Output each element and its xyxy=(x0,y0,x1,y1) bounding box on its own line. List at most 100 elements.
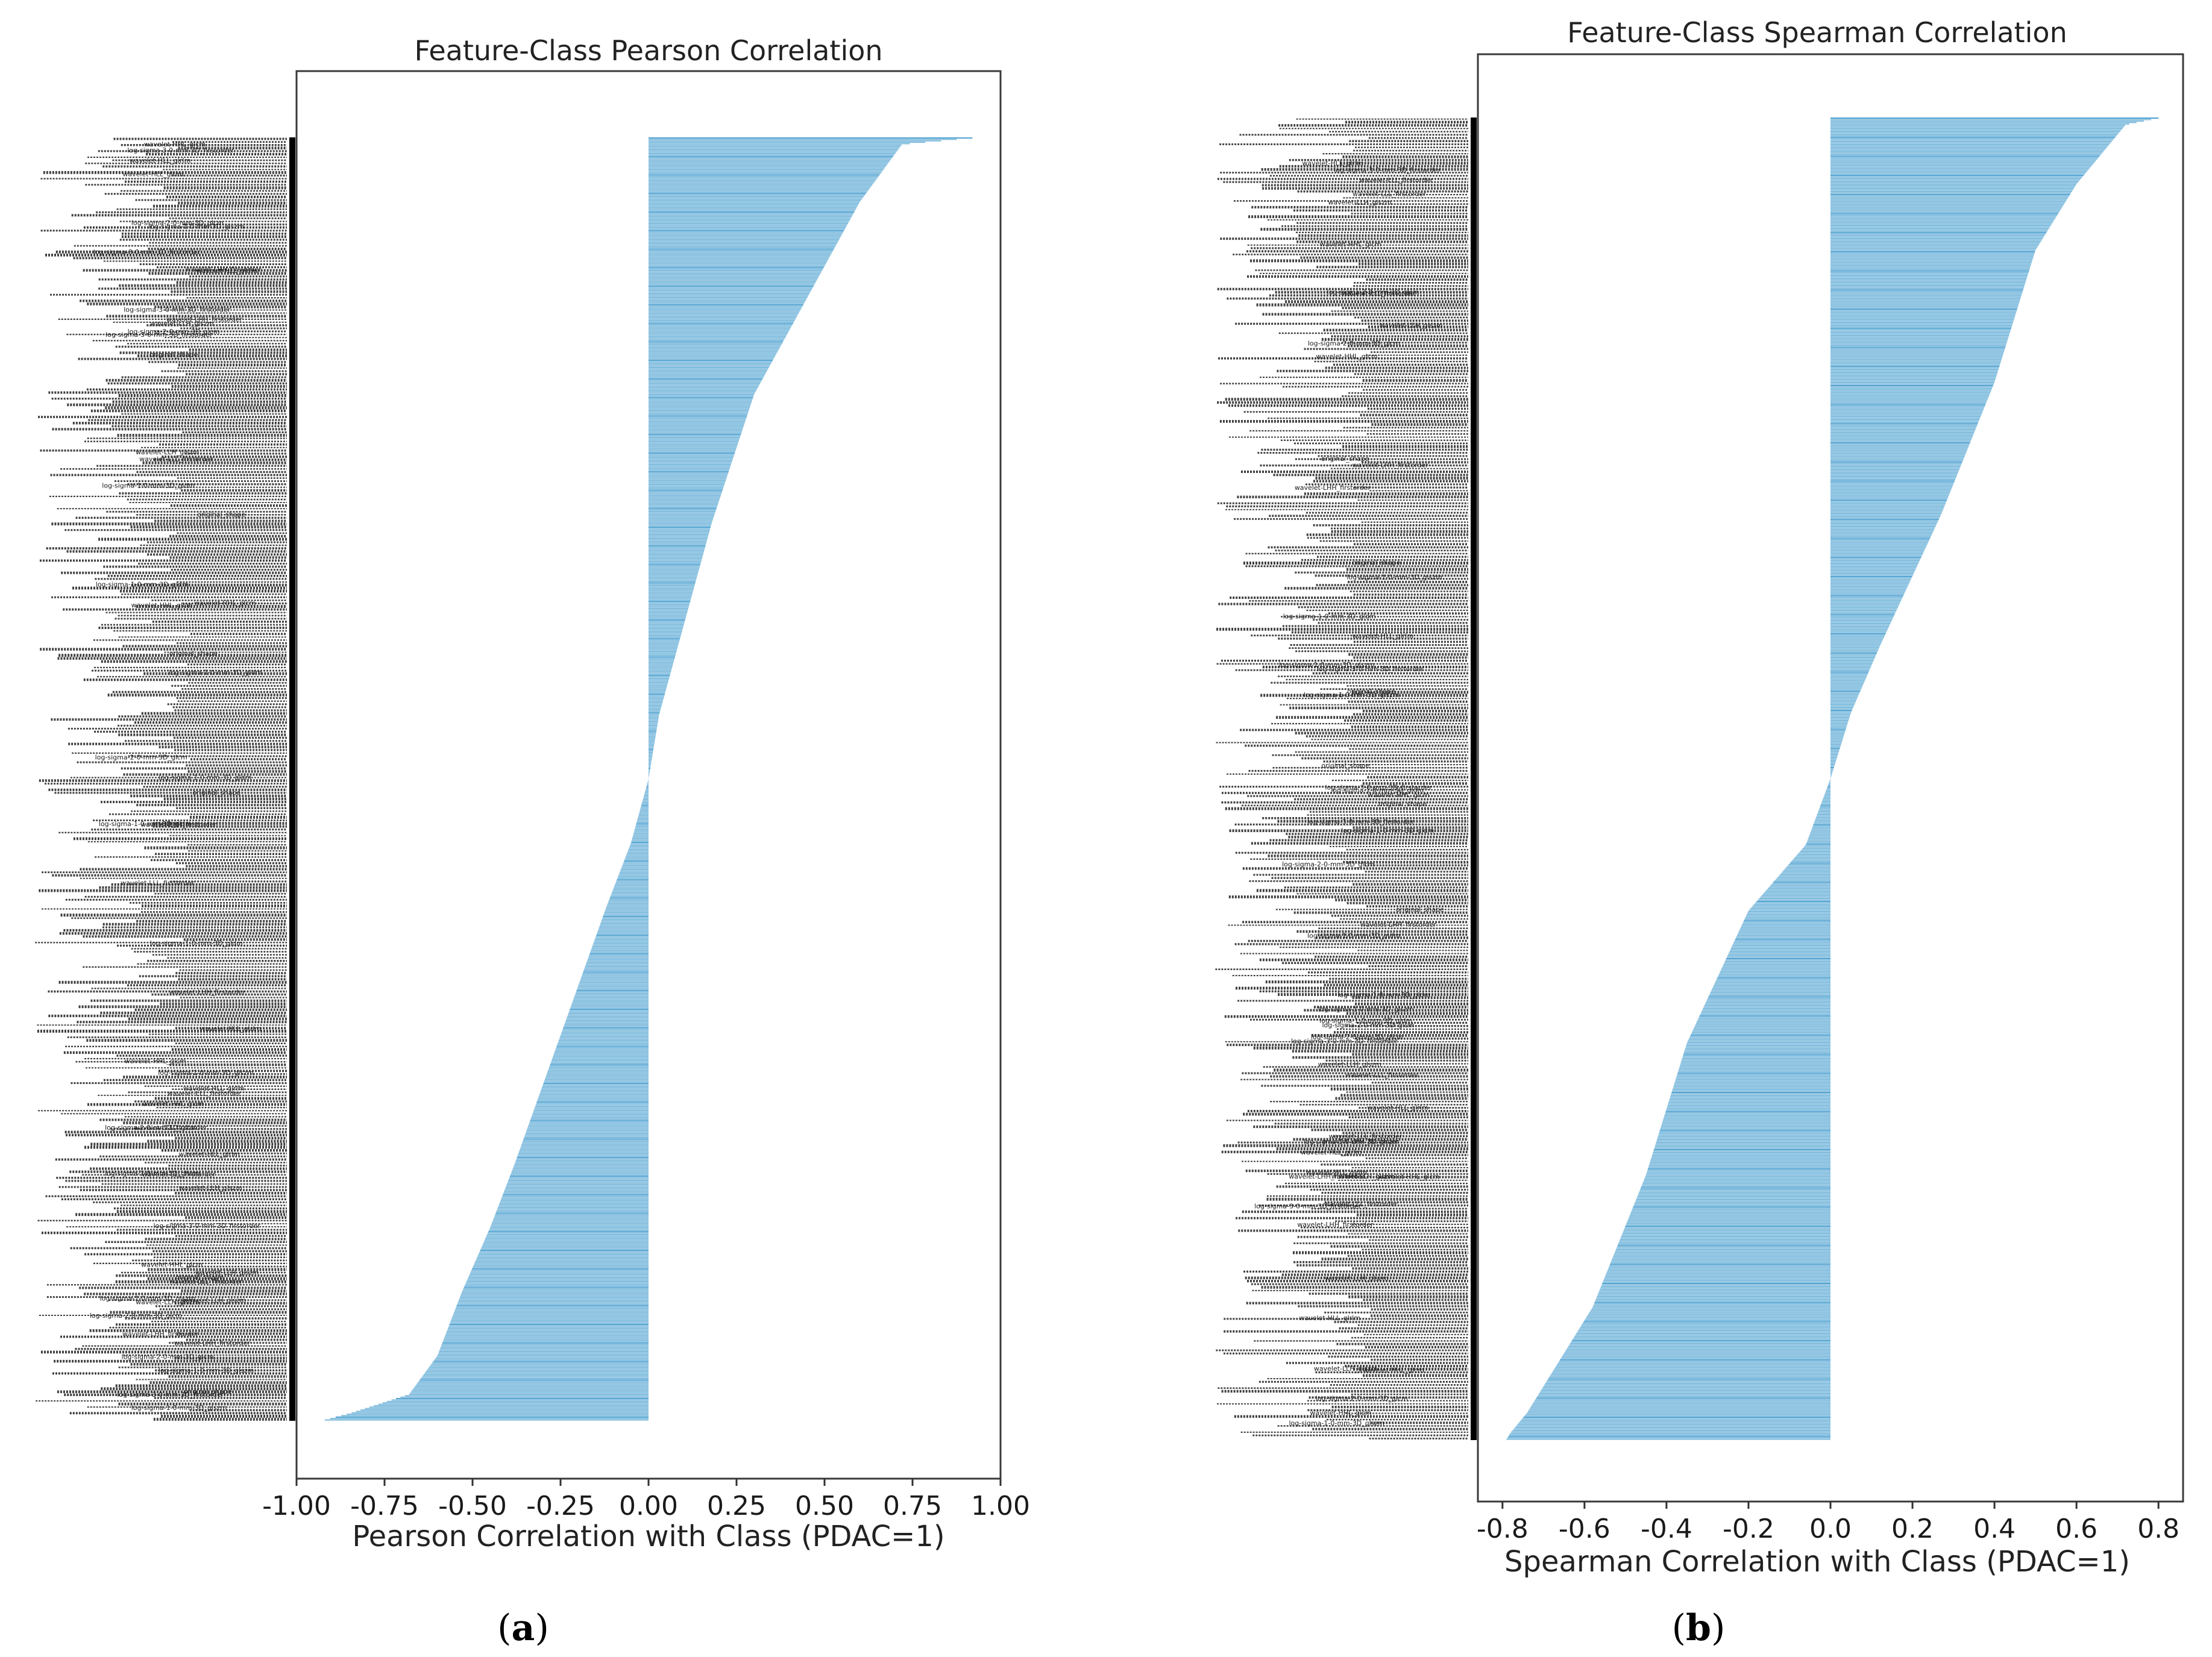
bar xyxy=(1830,223,2052,225)
bar xyxy=(1533,1402,1830,1403)
bar xyxy=(547,1073,649,1074)
bar xyxy=(649,305,803,307)
bar xyxy=(649,309,801,310)
bar xyxy=(1830,526,1936,528)
ytick-label: wavelet-HHL_glcm xyxy=(125,1057,186,1065)
bar xyxy=(461,1292,649,1294)
bar xyxy=(1830,202,2065,204)
bar xyxy=(1695,1024,1830,1026)
bar xyxy=(617,877,649,879)
bar xyxy=(649,542,706,544)
bar xyxy=(1809,836,1830,838)
bar xyxy=(649,298,806,300)
ytick-label: log-sigma-2-0-mm-3D_glcm xyxy=(1308,340,1400,348)
ytick-label: wavelet-LHH_firstorder xyxy=(1297,1221,1374,1229)
bar xyxy=(1626,1224,1830,1226)
bar xyxy=(1830,758,1837,760)
bar xyxy=(1792,859,1830,861)
bar xyxy=(1830,688,1862,689)
xtick-label: -0.25 xyxy=(526,1491,595,1521)
ytick-label: wavelet-LLL_firstorder xyxy=(142,1171,216,1179)
bar xyxy=(1709,995,1830,997)
bar xyxy=(1628,1218,1830,1220)
bar xyxy=(523,1139,649,1141)
bar xyxy=(1830,313,2016,315)
ytick-label: original_shape xyxy=(1396,906,1444,913)
bar xyxy=(514,1165,649,1167)
bar xyxy=(1830,413,1982,415)
ytick-label: wavelet-HLL_glrlm xyxy=(122,171,183,178)
bar xyxy=(1527,1412,1830,1414)
bar xyxy=(649,369,768,371)
bar xyxy=(1539,1392,1830,1394)
bar xyxy=(1550,1375,1830,1377)
bar xyxy=(649,749,653,751)
bar xyxy=(521,1144,649,1145)
bar xyxy=(649,555,703,557)
bar xyxy=(649,727,657,729)
bar xyxy=(577,988,649,990)
ytick-label: wavelet-HLL_glrlm xyxy=(1306,1168,1367,1176)
ytick-label: log-sigma-1-0-mm-3D_glszm xyxy=(99,1294,195,1302)
bar xyxy=(649,759,652,760)
bar xyxy=(1830,492,1950,493)
bar xyxy=(632,838,649,839)
bar xyxy=(649,193,866,195)
bar xyxy=(649,733,656,735)
bar xyxy=(639,812,649,813)
spearman-correlation-chart: Feature-Class Spearman Correlation log-s… xyxy=(1215,16,2184,1579)
bar xyxy=(1598,1291,1830,1293)
bar xyxy=(1704,1005,1830,1007)
bar xyxy=(1693,1029,1830,1030)
bar xyxy=(649,292,810,294)
bar xyxy=(649,318,796,320)
bar xyxy=(1830,383,1994,385)
bar xyxy=(1830,670,1870,672)
bar xyxy=(1830,560,1920,562)
bar xyxy=(646,789,649,791)
ytick-label: log-sigma-3-0-mm-3D_firstorder xyxy=(1307,818,1415,826)
bar xyxy=(506,1184,649,1186)
bar xyxy=(1827,788,1830,789)
bar xyxy=(649,481,726,483)
bar xyxy=(1752,906,1830,908)
bar xyxy=(1830,645,1881,647)
bar xyxy=(633,833,649,835)
bar xyxy=(482,1245,649,1247)
bar xyxy=(649,435,741,437)
bar xyxy=(649,163,888,164)
x-axis: -1.00 -0.75 -0.50 -0.25 0.00 0.25 0.50 0.75 1.00 xyxy=(262,1479,1030,1521)
bar xyxy=(448,1326,649,1328)
bar xyxy=(605,909,649,910)
bar xyxy=(649,548,705,550)
bar xyxy=(1830,420,1979,422)
bar xyxy=(1582,1324,1830,1326)
bar xyxy=(649,321,794,323)
bar xyxy=(1648,1165,1830,1167)
bar xyxy=(649,753,653,755)
bar xyxy=(1539,1391,1830,1393)
bar xyxy=(1515,1427,1830,1429)
bar xyxy=(1830,330,2011,332)
bar xyxy=(1830,225,2051,227)
bar xyxy=(485,1238,649,1240)
bar xyxy=(1830,445,1969,446)
ytick-label: wavelet-HLL_glrlm xyxy=(1302,160,1363,168)
bar xyxy=(649,756,653,758)
bar xyxy=(649,682,668,684)
ytick-label: wavelet-HLL_glrlm xyxy=(200,1025,261,1033)
bar xyxy=(1575,1334,1830,1336)
bar xyxy=(1830,667,1871,669)
bar xyxy=(1830,510,1943,512)
bar xyxy=(1830,255,2034,257)
bar xyxy=(623,862,649,863)
bar xyxy=(1734,940,1830,942)
bar xyxy=(1830,377,1996,379)
bar xyxy=(439,1351,649,1352)
bar xyxy=(1830,427,1976,429)
bar xyxy=(1830,628,1888,630)
bar xyxy=(649,258,829,260)
ytick-label: wavelet-LLH_glszm xyxy=(1314,1365,1377,1373)
bar xyxy=(1830,239,2042,241)
bar xyxy=(1703,1007,1830,1009)
